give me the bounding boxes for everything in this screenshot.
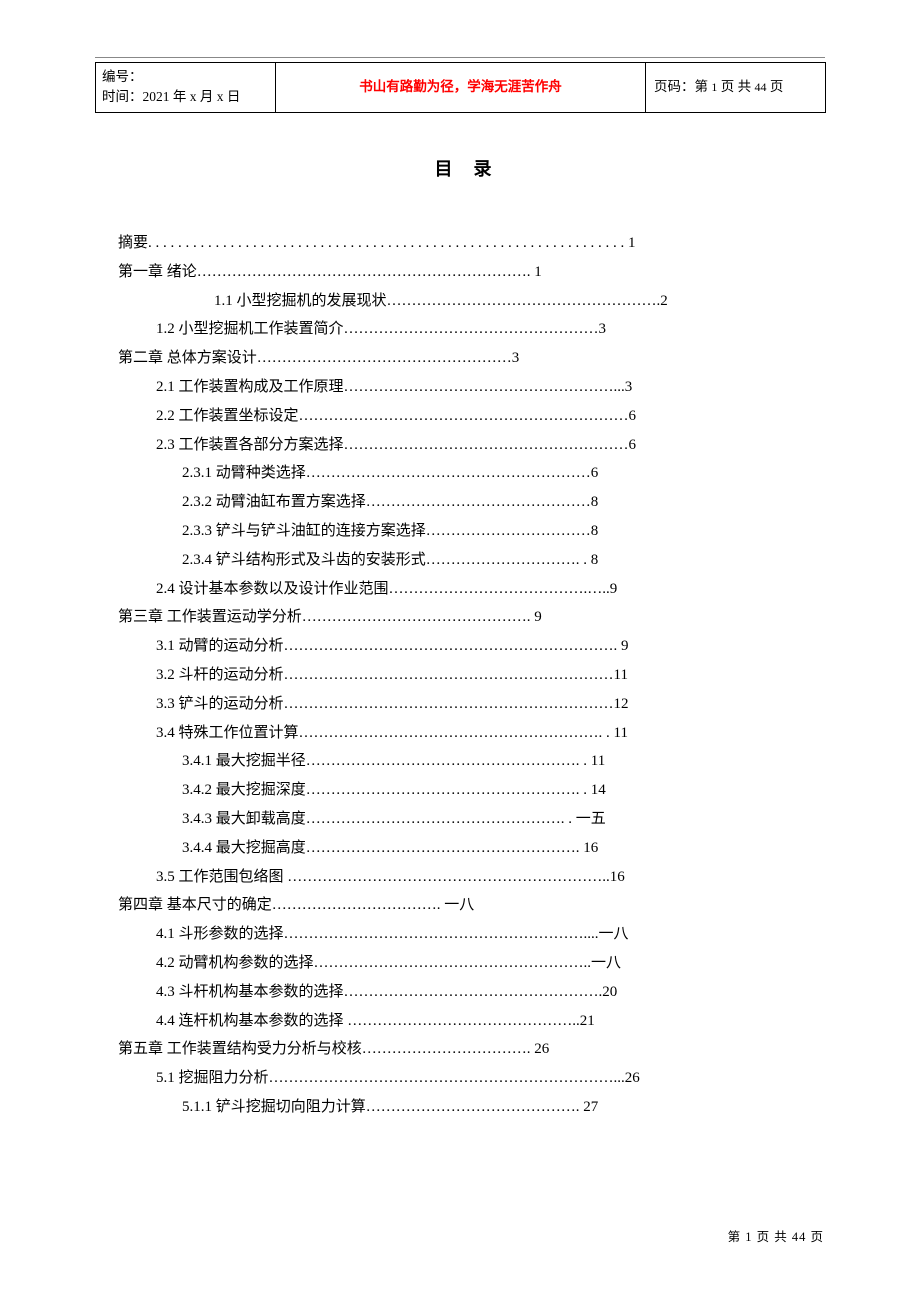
doc-time-label: 时间： (102, 89, 143, 104)
header-motto: 书山有路勤为径，学海无涯苦作舟 (359, 79, 562, 94)
toc-line: 2.3.4 铲斗结构形式及斗齿的安装形式…………………………. . 8 (118, 546, 816, 575)
toc-line: 2.3.2 动臂油缸布置方案选择………………………………………8 (118, 488, 816, 517)
toc-line: 第三章 工作装置运动学分析………………………………………. 9 (118, 603, 816, 632)
doc-number-label: 编号： (102, 67, 275, 87)
toc-line: 3.4.4 最大挖掘高度………………………………………………. 16 (118, 834, 816, 863)
toc-line: 2.3.3 铲斗与铲斗油缸的连接方案选择……………………………8 (118, 517, 816, 546)
toc-line: 3.3 铲斗的运动分析…………………………………………………………12 (118, 690, 816, 719)
header-table: 编号： 时间：2021 年 x 月 x 日 书山有路勤为径，学海无涯苦作舟 页码… (95, 62, 826, 113)
toc-line: 5.1.1 铲斗挖掘切向阻力计算……………………………………. 27 (118, 1093, 816, 1122)
toc-title: 目 录 (118, 155, 816, 181)
toc-line: 4.4 连杆机构基本参数的选择 ………………………………………..21 (118, 1007, 816, 1036)
toc-line: 第二章 总体方案设计……………………………………………3 (118, 344, 816, 373)
toc-line: 2.3 工作装置各部分方案选择…………………………………………………6 (118, 431, 816, 460)
toc-line: 2.2 工作装置坐标设定…………………………………………………………6 (118, 402, 816, 431)
toc-line: 摘要. . . . . . . . . . . . . . . . . . . … (118, 229, 816, 258)
toc-line: 第一章 绪论…………………………………………………………. 1 (118, 258, 816, 287)
doc-time: 时间：2021 年 x 月 x 日 (102, 87, 275, 107)
toc-line: 3.4.1 最大挖掘半径………………………………………………. . 11 (118, 747, 816, 776)
content-area: 目 录 摘要. . . . . . . . . . . . . . . . . … (118, 155, 816, 1122)
toc-line: 2.4 设计基本参数以及设计作业范围………………………………….…..9 (118, 575, 816, 604)
header-right-cell: 页码：第 1 页 共 44 页 (646, 63, 826, 113)
toc-line: 3.4 特殊工作位置计算……………………………………………………. . 11 (118, 719, 816, 748)
toc-line: 1.2 小型挖掘机工作装置简介……………………………………………3 (118, 315, 816, 344)
page-total: 44 (755, 80, 767, 94)
top-rule (95, 57, 825, 58)
toc-line: 3.1 动臂的运动分析…………………………………………………………. 9 (118, 632, 816, 661)
page-label-suffix: 页 (767, 79, 784, 94)
header-left-cell: 编号： 时间：2021 年 x 月 x 日 (96, 63, 276, 113)
toc-line: 第五章 工作装置结构受力分析与校核……………………………. 26 (118, 1035, 816, 1064)
toc-line: 1.1 小型挖掘机的发展现状……………………………………………….2 (118, 287, 816, 316)
footer-page: 第 1 页 共 44 页 (728, 1226, 824, 1245)
page-label-prefix: 页码：第 (654, 79, 711, 94)
toc-line: 2.3.1 动臂种类选择…………………………………………………6 (118, 459, 816, 488)
page-label-mid: 页 共 (717, 79, 754, 94)
toc-line: 5.1 挖掘阻力分析……………………………………………………………...26 (118, 1064, 816, 1093)
toc-line: 3.5 工作范围包络图 ………………………………………………………..16 (118, 863, 816, 892)
toc-line: 第四章 基本尺寸的确定……………………………. 一八 (118, 891, 816, 920)
header-center-cell: 书山有路勤为径，学海无涯苦作舟 (276, 63, 646, 113)
toc-line: 4.1 斗形参数的选择……………………………………………………....一八 (118, 920, 816, 949)
toc-body: 摘要. . . . . . . . . . . . . . . . . . . … (118, 229, 816, 1122)
toc-line: 3.2 斗杆的运动分析…………………………………………………………11 (118, 661, 816, 690)
doc-time-value: 2021 年 x 月 x 日 (143, 89, 241, 104)
toc-line: 3.4.3 最大卸载高度……………………………………………. . 一五 (118, 805, 816, 834)
toc-line: 3.4.2 最大挖掘深度………………………………………………. . 14 (118, 776, 816, 805)
toc-line: 2.1 工作装置构成及工作原理………………………………………………...3 (118, 373, 816, 402)
toc-line: 4.3 斗杆机构基本参数的选择…………………………………………….20 (118, 978, 816, 1007)
toc-line: 4.2 动臂机构参数的选择………………………………………………..一八 (118, 949, 816, 978)
